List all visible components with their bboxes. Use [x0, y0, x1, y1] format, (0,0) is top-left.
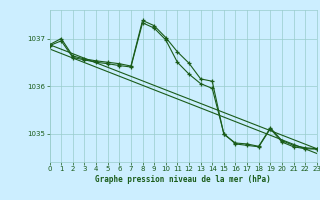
X-axis label: Graphe pression niveau de la mer (hPa): Graphe pression niveau de la mer (hPa) [95, 175, 271, 184]
